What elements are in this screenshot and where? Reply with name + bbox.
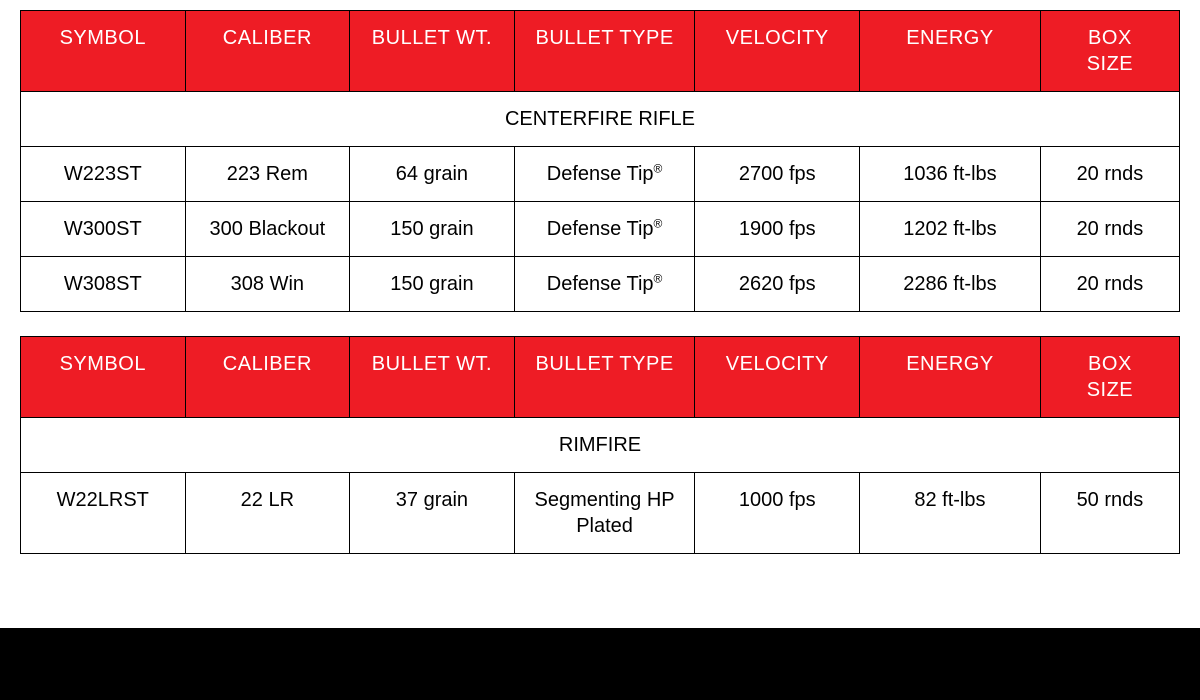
cell-velocity: 2700 fps <box>695 147 860 202</box>
cell-bullet_type: Defense Tip® <box>514 202 695 257</box>
col-header-box_size: BOXSIZE <box>1040 337 1179 418</box>
cell-caliber: 300 Blackout <box>185 202 350 257</box>
cell-symbol: W223ST <box>21 147 186 202</box>
cell-box_size: 20 rnds <box>1040 147 1179 202</box>
registered-mark: ® <box>654 216 663 230</box>
section-row: RIMFIRE <box>21 418 1180 473</box>
table-row: W308ST308 Win150 grainDefense Tip®2620 f… <box>21 257 1180 312</box>
cell-bullet_wt: 150 grain <box>350 202 515 257</box>
cell-symbol: W300ST <box>21 202 186 257</box>
cell-symbol: W22LRST <box>21 473 186 554</box>
cell-bullet_type: Defense Tip® <box>514 257 695 312</box>
cell-velocity: 1900 fps <box>695 202 860 257</box>
cell-box_size: 20 rnds <box>1040 257 1179 312</box>
cell-bullet_type: Segmenting HPPlated <box>514 473 695 554</box>
cell-velocity: 1000 fps <box>695 473 860 554</box>
cell-caliber: 22 LR <box>185 473 350 554</box>
section-label: CENTERFIRE RIFLE <box>21 92 1180 147</box>
cell-velocity: 2620 fps <box>695 257 860 312</box>
cell-energy: 82 ft-lbs <box>860 473 1041 554</box>
cell-box_size: 50 rnds <box>1040 473 1179 554</box>
cell-bullet_type: Defense Tip® <box>514 147 695 202</box>
cell-bullet_wt: 150 grain <box>350 257 515 312</box>
cell-energy: 2286 ft-lbs <box>860 257 1041 312</box>
table-row: W223ST223 Rem64 grainDefense Tip®2700 fp… <box>21 147 1180 202</box>
footer-black-bar <box>0 628 1200 700</box>
col-header-bullet_wt: BULLET WT. <box>350 337 515 418</box>
section-row: CENTERFIRE RIFLE <box>21 92 1180 147</box>
registered-mark: ® <box>654 161 663 175</box>
cell-bullet_wt: 64 grain <box>350 147 515 202</box>
col-header-energy: ENERGY <box>860 337 1041 418</box>
table-row: W300ST300 Blackout150 grainDefense Tip®1… <box>21 202 1180 257</box>
table-header-row: SYMBOLCALIBERBULLET WT.BULLET TYPEVELOCI… <box>21 11 1180 92</box>
col-header-caliber: CALIBER <box>185 11 350 92</box>
cell-caliber: 223 Rem <box>185 147 350 202</box>
cell-bullet_wt: 37 grain <box>350 473 515 554</box>
registered-mark: ® <box>654 271 663 285</box>
col-header-symbol: SYMBOL <box>21 337 186 418</box>
col-header-caliber: CALIBER <box>185 337 350 418</box>
section-label: RIMFIRE <box>21 418 1180 473</box>
cell-caliber: 308 Win <box>185 257 350 312</box>
cell-energy: 1202 ft-lbs <box>860 202 1041 257</box>
ammo-table-0: SYMBOLCALIBERBULLET WT.BULLET TYPEVELOCI… <box>20 10 1180 312</box>
ammo-table-1: SYMBOLCALIBERBULLET WT.BULLET TYPEVELOCI… <box>20 336 1180 554</box>
col-header-bullet_wt: BULLET WT. <box>350 11 515 92</box>
col-header-bullet_type: BULLET TYPE <box>514 337 695 418</box>
col-header-energy: ENERGY <box>860 11 1041 92</box>
col-header-velocity: VELOCITY <box>695 11 860 92</box>
col-header-velocity: VELOCITY <box>695 337 860 418</box>
cell-symbol: W308ST <box>21 257 186 312</box>
table-header-row: SYMBOLCALIBERBULLET WT.BULLET TYPEVELOCI… <box>21 337 1180 418</box>
cell-energy: 1036 ft-lbs <box>860 147 1041 202</box>
cell-box_size: 20 rnds <box>1040 202 1179 257</box>
col-header-symbol: SYMBOL <box>21 11 186 92</box>
table-row: W22LRST22 LR37 grainSegmenting HPPlated1… <box>21 473 1180 554</box>
tables-container: SYMBOLCALIBERBULLET WT.BULLET TYPEVELOCI… <box>0 0 1200 554</box>
col-header-bullet_type: BULLET TYPE <box>514 11 695 92</box>
col-header-box_size: BOXSIZE <box>1040 11 1179 92</box>
